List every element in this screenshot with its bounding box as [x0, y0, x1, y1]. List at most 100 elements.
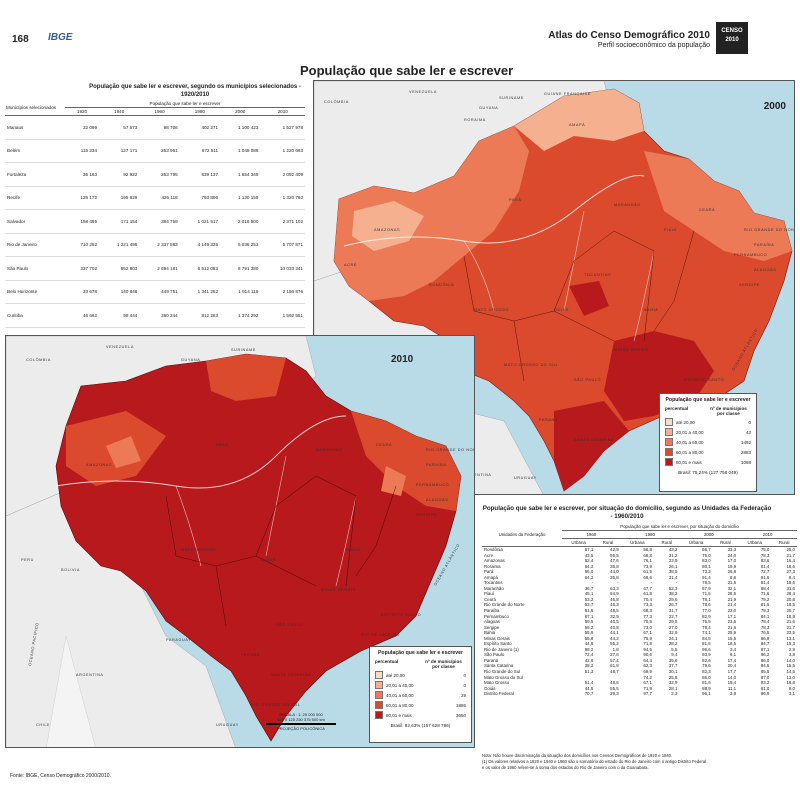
table-cell: 56,5 [610, 552, 619, 558]
table-cell: - [650, 580, 652, 586]
table-cell: 2 018 500 [220, 209, 261, 234]
country-label: COLÔMBIA [324, 99, 349, 104]
table-row: Tocantins - - - - 78,5 21,5 81,4 18,6 [482, 580, 797, 586]
table-cell: 91,6 [760, 574, 770, 580]
table-cell: 21,7 [786, 624, 795, 630]
legend-class-label: 20,01 a 40,00 [386, 682, 414, 688]
table-cell: 46,3 [610, 602, 619, 608]
state-label: CEARÁ [699, 208, 715, 212]
table-cell: 17,0 [727, 558, 737, 564]
table-row: Sergipe 59,2 40,8 73,0 27,0 78,4 21,6 78,3 21,7 [482, 625, 797, 631]
moderate-literacy-north [206, 354, 286, 401]
table-cell: 68,4 [760, 585, 770, 591]
table-cell: 18,5 [727, 641, 737, 647]
state-label: ACRE [344, 263, 357, 267]
table-cell: 45,1 [584, 591, 594, 597]
legend-class-count: 43 [745, 429, 751, 435]
low-literacy-northeast [381, 466, 406, 496]
table-cell: 14,0 [727, 674, 737, 680]
table-cell: 69,9 [643, 669, 652, 675]
table-cell: 71,8 [643, 641, 652, 647]
table-cell: 38,5 [668, 569, 678, 575]
table-row: Alagoas 59,5 40,5 70,5 29,5 76,5 23,5 78,4 21,6 [482, 619, 797, 625]
south-region [554, 401, 629, 491]
map-2000-year: 2000 [763, 101, 786, 112]
table-cell: 43,5 [584, 552, 594, 558]
northeast-region [644, 151, 792, 261]
table-cell: 2 092 409 [260, 162, 305, 187]
table-cell: 78,3 [760, 552, 770, 558]
table-cell: 20,8 [786, 596, 795, 602]
table-cell: 51,5 [584, 608, 594, 614]
table-cell: 70,4 [643, 596, 652, 602]
state-label: ESPÍRITO SANTO [381, 613, 421, 617]
table-cell: 13,0 [786, 674, 795, 680]
state-label: ALAGOAS [426, 498, 448, 502]
table-cell: 56,0 [584, 569, 594, 575]
amazon-region [334, 126, 529, 301]
table-cell: 44,0 [610, 569, 619, 575]
uf-name: São Paulo [484, 652, 505, 658]
table1-year-header: 1980 [179, 107, 221, 116]
map-2010-year: 2010 [391, 354, 414, 365]
table-cell: 2 371 102 [260, 209, 305, 234]
table2-year-header: 2010 [738, 530, 797, 539]
table-cell: 84,5 [760, 663, 770, 669]
table-cell: 78,5 [702, 580, 711, 586]
table-cell: 14,5 [786, 669, 795, 675]
table-cell: 61,5 [643, 569, 652, 575]
table-cell: 23,5 [786, 630, 795, 636]
state-label: SERGIPE [739, 283, 760, 287]
table-cell: 53,2 [584, 596, 594, 602]
table-cell: 6,1 [730, 652, 737, 658]
table-cell: 73,3 [643, 602, 652, 608]
legend-row: 20,01 a 40,00 0 [370, 680, 471, 690]
table-cell: 1 341 252 [179, 280, 221, 304]
table-cell: 158 495 [65, 209, 100, 234]
table-row: Roraima 64,2 35,8 73,9 26,1 80,1 19,9 81,4 18,6 [482, 564, 797, 570]
table-cell: 48,5 [610, 608, 619, 614]
table2-subheader: Rural [653, 538, 680, 547]
uf-name: Mato Grosso do Sul [484, 674, 523, 680]
table-cell: 9,0 [788, 685, 795, 691]
table-cell: 98,2 [584, 646, 594, 652]
table-cell: 83,2 [760, 680, 770, 686]
table-cell: 87,0 [760, 674, 770, 680]
legend-swatch [375, 671, 383, 679]
table-cell: 17,4 [727, 657, 737, 663]
table-row: Curitiba 46 662 98 444 260 244 812 263 1 374 … [5, 303, 305, 328]
table-cell: 17,1 [727, 613, 737, 619]
table-cell: 14,0 [786, 657, 795, 663]
country-label: PARAGUAY [166, 638, 191, 642]
state-label: MARANHÃO [316, 447, 343, 452]
table-cell: 1 100 423 [220, 115, 261, 140]
uf-name: Ceará [484, 596, 496, 602]
table-cell: 2,9 [788, 646, 795, 652]
table-cell: 81,6 [702, 680, 711, 686]
scale-ticks: 125 0 125 250 375 500 km [277, 717, 325, 722]
legend-swatch [665, 458, 673, 466]
atlas-title: Atlas do Censo Demográfico 2010 [548, 30, 710, 41]
table-cell: 92 922 [99, 162, 140, 187]
scale-label: ESCALA : 1: 29 000 000 [279, 712, 323, 717]
table1-col-municipios: Municípios selecionados [5, 100, 65, 116]
note-line: e os valor de 1960 refere-se à soma dos … [482, 765, 649, 770]
state-label: SANTA CATARINA [574, 438, 614, 442]
table-cell: 77,0 [702, 608, 711, 614]
state-label: AMAZONAS [86, 463, 112, 467]
state-label: PERNAMBUCO [416, 483, 449, 487]
table-cell: 426 118 [139, 186, 180, 210]
legend-row: 80,01 e mais 1088 [660, 457, 756, 467]
table-cell: 46 662 [65, 303, 100, 328]
table-row: Acre 43,5 56,5 68,8 31,2 76,0 24,0 78,3 21,7 [482, 553, 797, 559]
table-row: Belo Horizonte 33 678 140 648 449 751 1 341 … [5, 280, 305, 304]
state-label: MATO GROSSO [181, 548, 216, 552]
table-cell: 20,4 [727, 663, 737, 669]
table-cell: 27,6 [610, 652, 619, 658]
table-cell: 77,3 [643, 613, 652, 619]
table-row: Belém 115 234 127 171 253 961 672 511 1 049 0… [5, 139, 305, 163]
table-cell: 6 512 083 [179, 256, 221, 281]
table-cell: 812 263 [179, 303, 221, 328]
table-row: Maranhão 36,7 63,3 47,7 52,3 67,9 32,1 68,4 31,6 [482, 586, 797, 592]
legend-swatch [375, 711, 383, 719]
